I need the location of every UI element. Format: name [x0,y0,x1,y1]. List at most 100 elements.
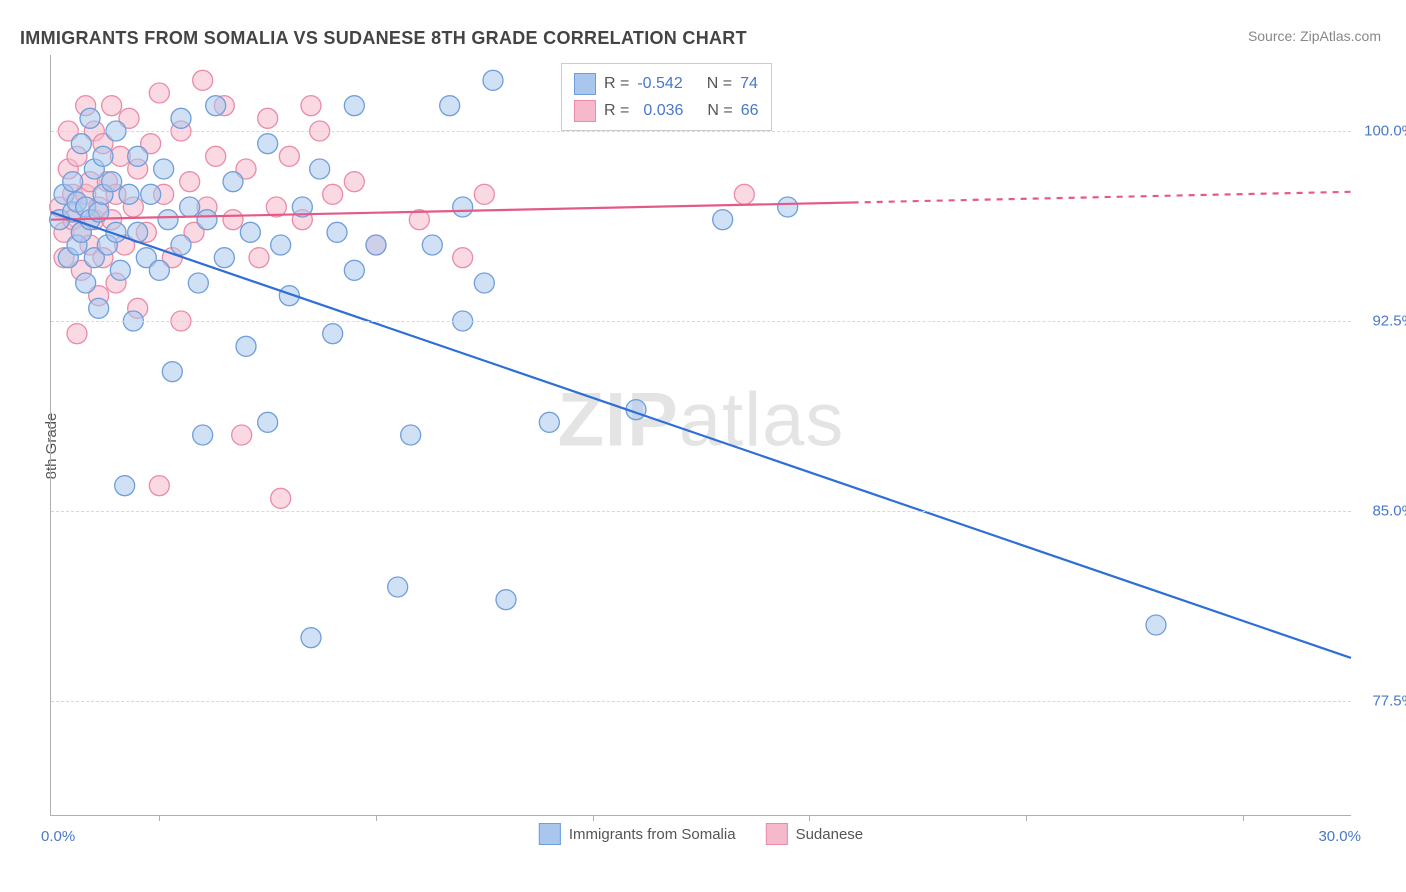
data-point [474,273,494,293]
data-point [453,248,473,268]
data-point [115,476,135,496]
data-point [496,590,516,610]
data-point [734,184,754,204]
data-point [301,628,321,648]
plot-area: ZIPatlas R = -0.542 N = 74 R = 0.036 N =… [50,55,1351,816]
data-point [271,235,291,255]
data-point [483,70,503,90]
x-tick [1026,815,1027,821]
r-label: R = [604,97,629,124]
x-tick [1243,815,1244,821]
data-point [258,134,278,154]
data-point [102,172,122,192]
data-point [310,159,330,179]
data-point [1146,615,1166,635]
x-max-label: 30.0% [1318,828,1361,845]
swatch-sudanese [766,823,788,845]
source-label: Source: ZipAtlas.com [1248,28,1381,44]
data-point [249,248,269,268]
swatch-somalia [574,73,596,95]
data-point [223,210,243,230]
data-point [206,146,226,166]
data-point [258,412,278,432]
data-point [422,235,442,255]
data-point [193,70,213,90]
r-label: R = [604,70,629,97]
data-point [344,172,364,192]
data-point [154,159,174,179]
data-point [149,260,169,280]
chart-title: IMMIGRANTS FROM SOMALIA VS SUDANESE 8TH … [20,28,747,49]
data-point [232,425,252,445]
n-value-somalia: 74 [740,70,758,97]
chart-container: IMMIGRANTS FROM SOMALIA VS SUDANESE 8TH … [0,0,1406,892]
series-label-sudanese: Sudanese [796,826,864,843]
y-tick-label: 77.5% [1357,693,1406,710]
n-label: N = [707,70,732,97]
data-point [214,248,234,268]
data-point [128,146,148,166]
data-point [180,197,200,217]
data-point [141,184,161,204]
data-point [197,210,217,230]
data-point [89,298,109,318]
gridline [51,511,1351,512]
y-tick-label: 92.5% [1357,313,1406,330]
data-point [67,324,87,344]
data-point [453,197,473,217]
data-point [271,488,291,508]
n-label: N = [707,97,732,124]
r-value-sudanese: 0.036 [637,97,683,124]
data-point [440,96,460,116]
data-point [110,260,130,280]
data-point [171,235,191,255]
x-tick [376,815,377,821]
y-tick-label: 85.0% [1357,503,1406,520]
data-point [63,172,83,192]
data-point [76,273,96,293]
x-tick [809,815,810,821]
data-point [180,172,200,192]
gridline [51,321,1351,322]
legend-row-sudanese: R = 0.036 N = 66 [574,97,759,124]
data-point [713,210,733,230]
trend-line-dashed [853,192,1351,203]
data-point [71,134,91,154]
legend-item-somalia: Immigrants from Somalia [539,823,736,845]
gridline [51,131,1351,132]
data-point [778,197,798,217]
data-point [102,96,122,116]
data-point [344,260,364,280]
x-tick [593,815,594,821]
correlation-legend: R = -0.542 N = 74 R = 0.036 N = 66 [561,63,772,131]
data-point [149,476,169,496]
data-point [223,172,243,192]
data-point [279,146,299,166]
data-point [188,273,208,293]
data-point [344,96,364,116]
data-point [149,83,169,103]
data-point [327,222,347,242]
series-legend: Immigrants from Somalia Sudanese [539,823,863,845]
data-point [193,425,213,445]
data-point [236,336,256,356]
n-value-sudanese: 66 [741,97,759,124]
data-point [539,412,559,432]
data-point [323,324,343,344]
legend-item-sudanese: Sudanese [766,823,864,845]
data-point [119,184,139,204]
data-point [323,184,343,204]
data-point [474,184,494,204]
x-tick [159,815,160,821]
series-label-somalia: Immigrants from Somalia [569,826,736,843]
r-value-somalia: -0.542 [637,70,682,97]
swatch-sudanese [574,100,596,122]
swatch-somalia [539,823,561,845]
y-tick-label: 100.0% [1357,123,1406,140]
x-min-label: 0.0% [41,828,75,845]
data-point [366,235,386,255]
data-point [401,425,421,445]
data-point [206,96,226,116]
data-point [80,108,100,128]
data-point [240,222,260,242]
